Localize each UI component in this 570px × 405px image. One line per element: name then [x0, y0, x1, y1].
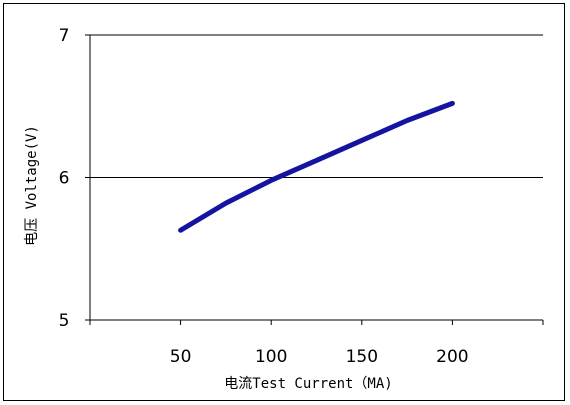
x-tick-label-50: 50	[170, 347, 192, 367]
grid-lines	[90, 34, 543, 178]
y-tick-label-6: 6	[59, 169, 70, 189]
line-chart: 50 100 150 200 5 6 7 电流Test Current（MA) 电压 Vo…	[24, 26, 544, 392]
y-axis-ticks: 5 6 7	[59, 26, 90, 331]
x-axis-ticks: 50 100 150 200	[89, 320, 544, 367]
chart-frame: 50 100 150 200 5 6 7 电流Test Current（MA) 电压 Vo…	[3, 3, 565, 401]
y-tick-label-7: 7	[59, 26, 70, 46]
x-tick-label-100: 100	[255, 347, 287, 367]
x-tick-label-150: 150	[346, 347, 378, 367]
y-tick-label-5: 5	[59, 311, 70, 331]
y-axis-title: 电压 Voltage(V)	[24, 125, 40, 246]
x-axis-title: 电流Test Current（MA)	[224, 376, 392, 392]
series-group	[178, 100, 455, 233]
x-tick-label-200: 200	[436, 347, 468, 367]
series-line-0	[178, 100, 455, 233]
